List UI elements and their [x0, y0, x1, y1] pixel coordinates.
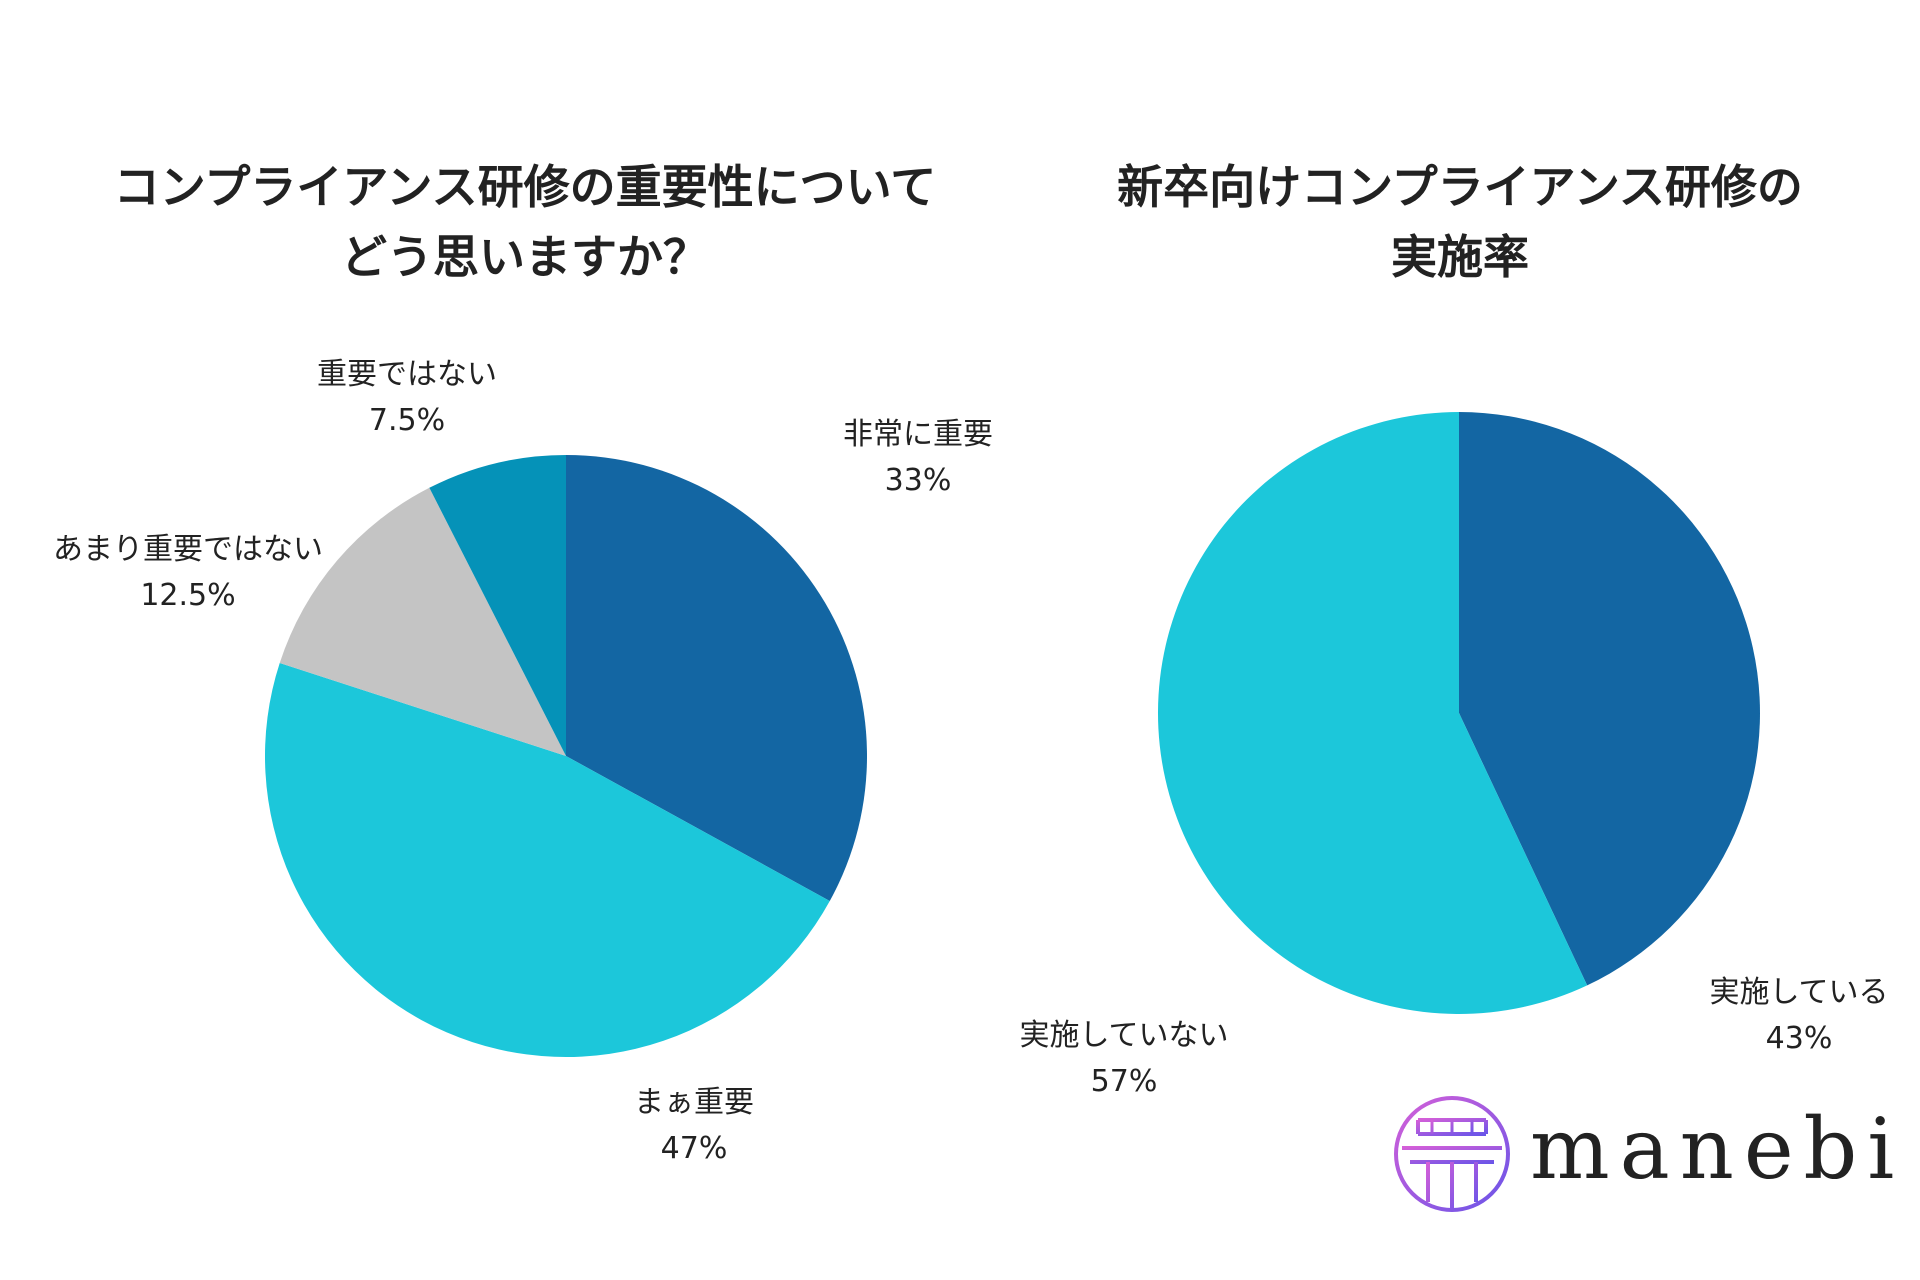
slice-label-value: 43% [1765, 1021, 1833, 1056]
slice-label-name: 実施していない [1019, 1018, 1229, 1053]
pie-chart-implementation [1157, 411, 1760, 1015]
slice-label-value: 33% [884, 463, 952, 498]
slice-label-value: 7.5% [368, 403, 446, 438]
slice-label-value: 47% [660, 1131, 728, 1166]
slice-label-name: 実施している [1709, 975, 1889, 1010]
chart-title-line-2: 実施率 [1391, 230, 1529, 284]
pie-slice-not-implemented [1157, 411, 1588, 1015]
pie-slice-very-important [566, 455, 868, 902]
slice-label-name: 非常に重要 [843, 417, 993, 452]
pie-slice-not-important [429, 455, 566, 756]
slice-label-implemented: 実施している 43% [1709, 970, 1888, 1062]
chart-title-line-1: コンプライアンス研修の重要性について [113, 160, 937, 214]
manebi-logo: manebi [1388, 1090, 1894, 1220]
slice-label-very-important: 非常に重要 33% [843, 412, 993, 504]
slice-label-not-very-important: あまり重要ではない 12.5% [53, 527, 323, 619]
slice-label-somewhat-important: まぁ重要 47% [634, 1080, 754, 1172]
slice-label-name: あまり重要ではない [53, 532, 323, 567]
slice-label-not-implemented: 実施していない 57% [1019, 1013, 1228, 1105]
chart-title-importance: コンプライアンス研修の重要性について どう思いますか？ [60, 152, 990, 292]
pie-slice-implemented [1459, 412, 1760, 986]
slice-label-value: 12.5% [140, 578, 236, 613]
pie-chart-importance [264, 455, 868, 1058]
pie-slice-somewhat-important [264, 662, 830, 1058]
slice-label-value: 57% [1090, 1064, 1158, 1099]
manebi-logo-mark-icon [1394, 1096, 1510, 1212]
slice-label-not-important: 重要ではない 7.5% [317, 352, 497, 444]
chart-title-implementation: 新卒向けコンプライアンス研修の 実施率 [1000, 152, 1920, 292]
pie-slice-not-very-important [279, 487, 566, 756]
chart-title-line-1: 新卒向けコンプライアンス研修の [1117, 160, 1803, 214]
slice-label-name: 重要ではない [317, 357, 497, 392]
chart-title-line-2: どう思いますか？ [341, 230, 709, 284]
manebi-logo-text: manebi [1530, 1100, 1905, 1198]
slice-label-name: まぁ重要 [634, 1085, 754, 1120]
